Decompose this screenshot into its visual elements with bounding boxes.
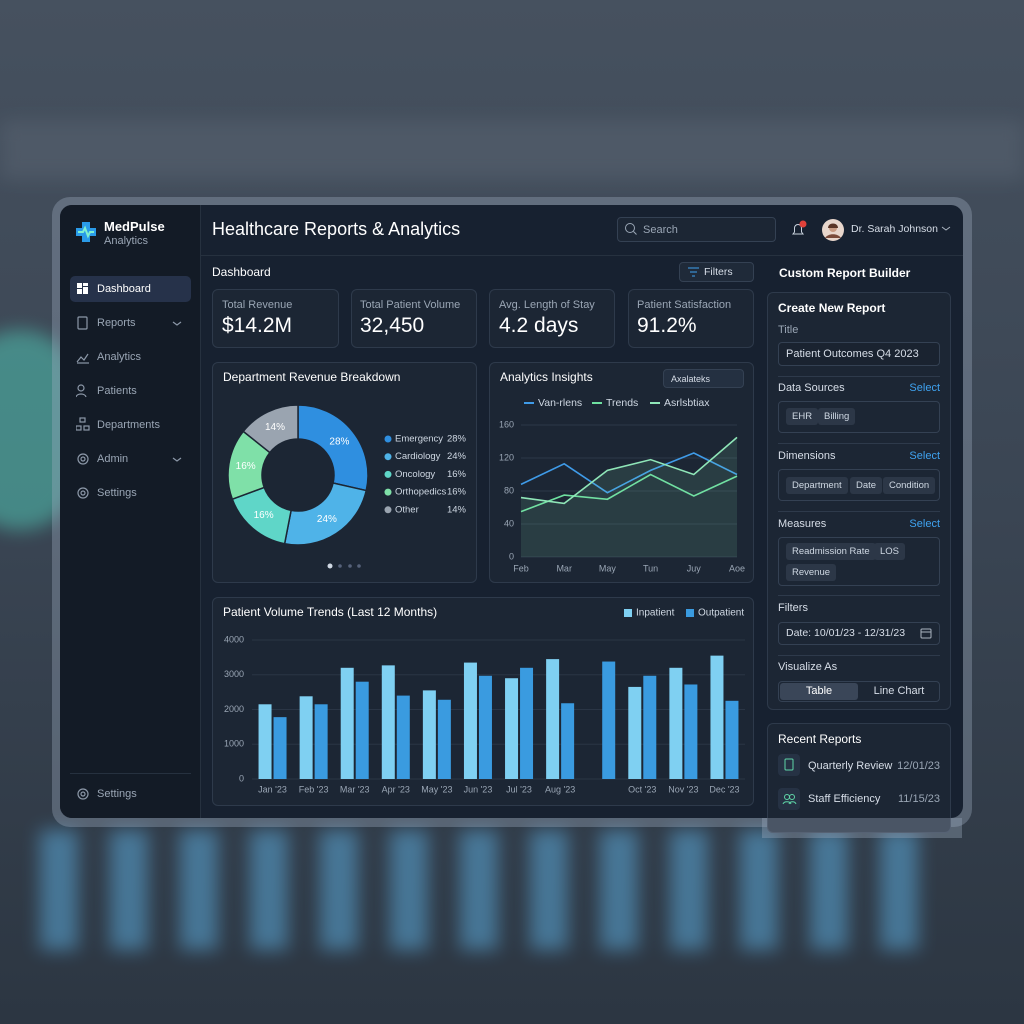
chip[interactable]: Date <box>850 477 883 494</box>
bell-icon[interactable] <box>789 220 809 240</box>
recent-card <box>767 723 951 833</box>
select-link[interactable]: Select <box>909 450 940 462</box>
user-name[interactable]: Dr. Sarah Johnson <box>851 223 938 235</box>
window-frame-edge <box>762 818 962 838</box>
search-box[interactable] <box>617 217 776 242</box>
field-label: Filters <box>778 602 808 614</box>
chip-box <box>778 537 940 586</box>
field-label: Data Sources <box>778 382 845 394</box>
select-link[interactable]: Select <box>909 518 940 530</box>
kpi-value: 91.2% <box>637 314 697 337</box>
logo-icon <box>76 222 96 242</box>
backdrop-band <box>0 120 1024 180</box>
filters-button[interactable] <box>679 262 754 282</box>
chip[interactable]: Department <box>786 477 848 494</box>
divider <box>778 376 940 377</box>
chart-card <box>489 362 754 583</box>
kpi-label: Patient Satisfaction <box>637 299 732 311</box>
brand-name: MedPulse <box>104 219 165 234</box>
divider <box>778 595 940 596</box>
kpi-label: Total Patient Volume <box>360 299 461 311</box>
kpi-card <box>212 289 339 348</box>
form-title: Create New Report <box>778 301 886 315</box>
search-icon <box>625 223 637 235</box>
kpi-card <box>489 289 615 348</box>
chip[interactable]: Revenue <box>786 564 837 581</box>
backdrop-bars <box>40 830 940 950</box>
kpi-label: Total Revenue <box>222 299 293 311</box>
chart-dropdown[interactable] <box>663 369 744 388</box>
kpi-value: 4.2 days <box>499 314 579 337</box>
nav-item[interactable]: Settings <box>97 788 137 800</box>
sidebar <box>60 205 201 818</box>
divider <box>778 443 940 444</box>
divider <box>778 511 940 512</box>
chip-box <box>778 469 940 501</box>
report-name[interactable]: Quarterly Review <box>808 760 893 772</box>
title-value[interactable]: Patient Outcomes Q4 2023 <box>786 348 919 360</box>
divider <box>778 655 940 656</box>
date-input[interactable] <box>778 622 940 645</box>
calendar-icon <box>920 628 932 639</box>
chart-dropdown-label[interactable]: Axalateks <box>671 374 711 384</box>
nav-item[interactable]: Patients <box>97 385 137 397</box>
report-date: 11/15/23 <box>897 793 940 805</box>
field-label: Title <box>778 324 799 336</box>
filters-label[interactable]: Filters <box>704 266 733 278</box>
section-title: Dashboard <box>212 265 271 279</box>
chart-card <box>212 362 477 583</box>
toggle <box>778 681 940 702</box>
brand-tagline: Analytics <box>104 235 149 247</box>
chip[interactable]: Readmission Rate <box>786 543 876 560</box>
title-input[interactable] <box>778 342 940 366</box>
field-label: Measures <box>778 518 827 530</box>
chart-card <box>212 597 754 806</box>
select-link[interactable]: Select <box>909 382 940 394</box>
nav-divider <box>70 773 191 774</box>
chevron <box>941 226 951 231</box>
chip[interactable]: EHR <box>786 408 819 425</box>
avatar[interactable] <box>821 218 845 242</box>
kpi-card <box>351 289 477 348</box>
report-icon-glyphs <box>782 758 797 805</box>
nav-item[interactable]: Settings <box>97 487 137 499</box>
panel-title: Custom Report Builder <box>779 266 911 280</box>
chip[interactable]: Billing <box>818 408 856 425</box>
nav-item[interactable]: Admin <box>97 453 129 465</box>
header-divider <box>200 255 963 256</box>
recent-title: Recent Reports <box>778 732 862 746</box>
page-title: Healthcare Reports & Analytics <box>212 219 461 239</box>
report-icon <box>778 754 800 776</box>
nav-item[interactable]: Reports <box>97 317 136 329</box>
chip[interactable]: Condition <box>883 477 936 494</box>
field-label: Visualize As <box>778 661 838 673</box>
date-value[interactable]: Date: 10/01/23 - 12/31/23 <box>786 627 906 639</box>
nav-item[interactable]: Analytics <box>97 351 142 363</box>
chip-box <box>778 401 940 433</box>
kpi-value: $14.2M <box>222 314 293 337</box>
nav-item[interactable]: Dashboard <box>97 283 151 295</box>
nav-item[interactable]: Departments <box>97 419 160 431</box>
nav-icons <box>76 283 182 800</box>
kpi-label: Avg. Length of Stay <box>499 299 595 311</box>
report-name[interactable]: Staff Efficiency <box>808 793 881 805</box>
toggle-option[interactable]: Table <box>780 683 858 700</box>
chip[interactable]: LOS <box>874 543 906 560</box>
nav-active[interactable] <box>70 276 191 302</box>
kpi-value: 32,450 <box>360 314 425 337</box>
toggle-option[interactable]: Line Chart <box>873 685 925 697</box>
field-label: Dimensions <box>778 450 836 462</box>
filter-icon <box>688 267 699 277</box>
search-placeholder[interactable]: Search <box>643 224 678 236</box>
report-date: 12/01/23 <box>897 760 940 772</box>
kpi-card <box>628 289 754 348</box>
